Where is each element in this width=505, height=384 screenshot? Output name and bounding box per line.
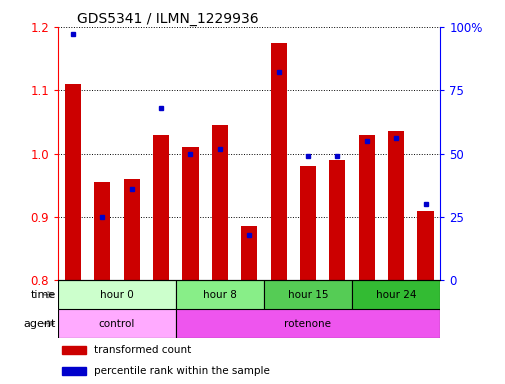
Text: time: time bbox=[30, 290, 56, 300]
Text: rotenone: rotenone bbox=[284, 318, 331, 329]
Bar bbox=[62, 346, 86, 354]
Bar bbox=[387, 131, 403, 280]
Bar bbox=[299, 166, 316, 280]
Text: agent: agent bbox=[23, 318, 56, 329]
Bar bbox=[94, 182, 110, 280]
Bar bbox=[241, 227, 257, 280]
Bar bbox=[329, 160, 345, 280]
Text: control: control bbox=[98, 318, 135, 329]
Text: percentile rank within the sample: percentile rank within the sample bbox=[93, 366, 269, 376]
Bar bbox=[58, 309, 175, 338]
Text: GDS5341 / ILMN_1229936: GDS5341 / ILMN_1229936 bbox=[77, 12, 259, 26]
Bar bbox=[62, 367, 86, 375]
Bar bbox=[358, 134, 374, 280]
Bar bbox=[264, 280, 351, 309]
Text: transformed count: transformed count bbox=[93, 345, 190, 355]
Text: hour 0: hour 0 bbox=[100, 290, 134, 300]
Text: hour 8: hour 8 bbox=[203, 290, 236, 300]
Bar bbox=[175, 309, 439, 338]
Bar bbox=[175, 280, 264, 309]
Text: hour 24: hour 24 bbox=[375, 290, 416, 300]
Bar bbox=[123, 179, 139, 280]
Bar bbox=[351, 280, 439, 309]
Bar bbox=[58, 280, 175, 309]
Bar bbox=[417, 210, 433, 280]
Bar bbox=[65, 84, 81, 280]
Bar bbox=[211, 125, 227, 280]
Bar bbox=[270, 43, 286, 280]
Bar bbox=[153, 134, 169, 280]
Bar bbox=[182, 147, 198, 280]
Text: hour 15: hour 15 bbox=[287, 290, 328, 300]
